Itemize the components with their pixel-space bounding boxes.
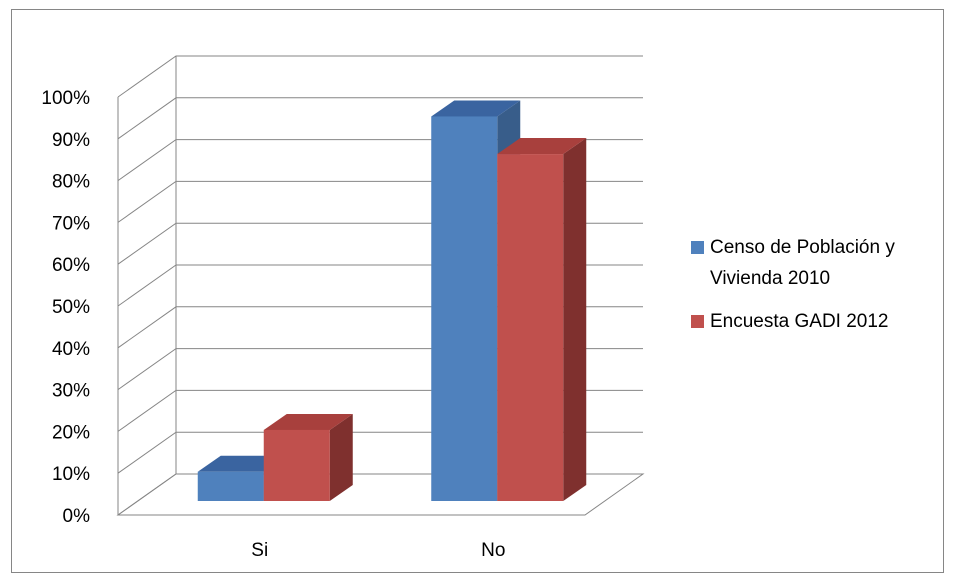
y-tick-label: 40% bbox=[52, 339, 90, 360]
y-tick-label: 100% bbox=[41, 88, 90, 109]
bar-side bbox=[329, 413, 353, 501]
gridline bbox=[117, 55, 643, 98]
bar-front bbox=[431, 116, 498, 501]
legend-item-gadi: Encuesta GADI 2012 bbox=[691, 306, 951, 337]
legend: Censo de Población y Vivienda 2010 Encue… bbox=[691, 232, 951, 349]
legend-label-gadi: Encuesta GADI 2012 bbox=[710, 311, 889, 332]
x-axis-categories: Si No bbox=[251, 540, 505, 561]
bar-side bbox=[563, 138, 587, 501]
bar-front bbox=[197, 471, 264, 501]
gridline bbox=[117, 97, 643, 140]
y-tick-label: 80% bbox=[52, 172, 90, 193]
legend-swatch-gadi bbox=[691, 315, 704, 328]
bar-no-gadi bbox=[497, 138, 587, 501]
y-tick-label: 60% bbox=[52, 255, 90, 276]
bar-top bbox=[431, 100, 521, 117]
x-category-label: Si bbox=[251, 540, 268, 561]
bars bbox=[197, 100, 587, 501]
y-axis-ticks: 0% 10% 20% 30% 40% 50% 60% 70% 80% 90% 100% bbox=[41, 88, 90, 527]
bar-front bbox=[263, 429, 330, 501]
bar-top bbox=[497, 138, 587, 155]
legend-label-censo: Censo de Población y Vivienda 2010 bbox=[710, 237, 895, 289]
y-tick-label: 70% bbox=[52, 213, 90, 234]
bar-front bbox=[497, 154, 564, 501]
y-tick-label: 10% bbox=[52, 464, 90, 485]
legend-swatch-censo bbox=[691, 241, 704, 254]
y-tick-label: 90% bbox=[52, 130, 90, 151]
y-tick-label: 20% bbox=[52, 422, 90, 443]
legend-item-censo: Censo de Población y Vivienda 2010 bbox=[691, 232, 951, 294]
y-tick-label: 50% bbox=[52, 297, 90, 318]
y-tick-label: 30% bbox=[52, 381, 90, 402]
bar-si-gadi bbox=[263, 413, 353, 501]
x-category-label: No bbox=[481, 540, 505, 561]
bar-top bbox=[263, 413, 353, 430]
y-tick-label: 0% bbox=[63, 506, 91, 527]
